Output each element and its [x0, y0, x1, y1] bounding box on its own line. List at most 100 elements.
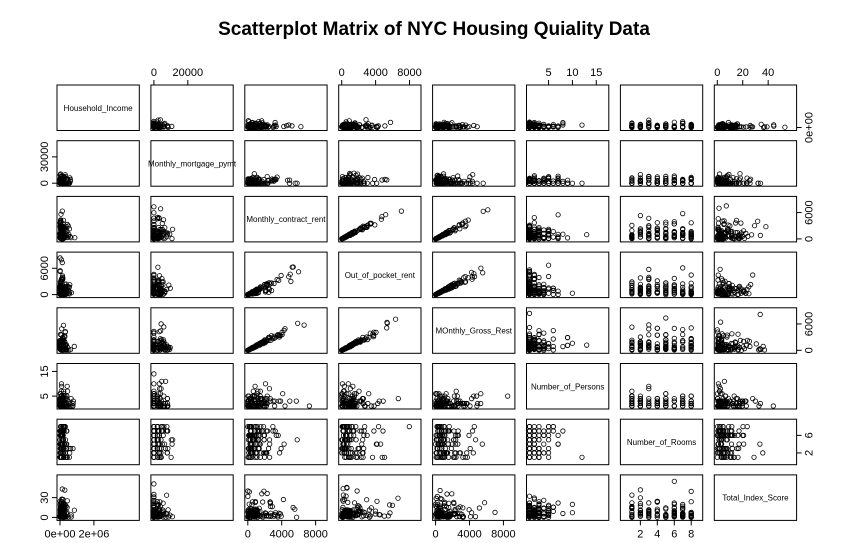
data-point [449, 284, 455, 291]
data-point [531, 291, 537, 297]
data-point [453, 388, 459, 394]
data-point [151, 450, 157, 456]
data-point [526, 310, 533, 316]
data-point [526, 234, 533, 240]
data-point [359, 124, 365, 130]
data-point [584, 232, 590, 238]
data-point [755, 180, 761, 186]
data-point [264, 123, 270, 129]
data-point [167, 285, 173, 291]
data-point [715, 289, 722, 296]
data-point [293, 398, 299, 404]
scatter-points-3-1 [57, 208, 78, 242]
data-point [629, 388, 635, 394]
data-point [663, 175, 669, 181]
data-point [560, 231, 566, 237]
data-point [526, 224, 533, 230]
data-point [719, 218, 725, 224]
data-point [151, 284, 157, 291]
data-point [270, 423, 276, 430]
data-point [680, 290, 686, 297]
data-point [160, 336, 166, 343]
data-point [526, 278, 533, 284]
data-point [151, 343, 157, 350]
scatter-points-5-7 [629, 315, 694, 353]
data-point [453, 123, 459, 129]
data-point [442, 231, 448, 237]
data-point [555, 180, 561, 186]
data-point [62, 342, 68, 348]
data-point [688, 220, 694, 226]
data-point [646, 266, 652, 272]
data-point [166, 282, 172, 288]
panel-3-5 [432, 195, 516, 243]
data-point [637, 122, 644, 128]
data-point [465, 275, 471, 281]
panel-3-3 [244, 195, 328, 243]
data-point [726, 124, 732, 130]
scatter-points-3-2 [151, 204, 176, 242]
data-point [58, 257, 65, 263]
data-point [735, 235, 741, 241]
panel-6-7 [619, 363, 704, 410]
data-point [346, 118, 352, 124]
data-point [446, 284, 452, 290]
data-point [629, 285, 635, 291]
data-point [60, 232, 67, 238]
data-point [485, 207, 491, 213]
data-point [726, 280, 732, 287]
scatter-points-1-6 [526, 119, 585, 131]
scatter-points-4-2 [151, 264, 173, 298]
data-point [721, 218, 727, 224]
data-point [169, 441, 175, 447]
variable-label: Household_Income [64, 104, 133, 113]
data-point [384, 325, 390, 331]
data-point [151, 120, 157, 126]
data-point [671, 289, 677, 295]
data-point [59, 234, 65, 240]
data-point [757, 311, 763, 317]
data-point [526, 267, 533, 273]
data-point [57, 172, 63, 178]
data-point [378, 216, 384, 222]
data-point [64, 284, 70, 291]
data-point [295, 269, 302, 275]
data-point [560, 180, 566, 186]
data-point [268, 287, 275, 294]
data-point [61, 345, 67, 351]
data-point [680, 177, 686, 183]
data-point [480, 208, 486, 214]
data-point [637, 275, 644, 281]
scatter-points-4-3 [245, 264, 302, 298]
data-point [720, 230, 726, 236]
data-point [58, 276, 65, 282]
data-point [646, 233, 652, 239]
data-point [654, 178, 660, 184]
data-point [266, 454, 273, 460]
data-point [526, 232, 533, 238]
data-point [663, 178, 669, 184]
data-point [637, 229, 644, 235]
data-point [301, 322, 307, 328]
data-point [663, 121, 669, 127]
data-point [545, 178, 552, 184]
data-point [294, 180, 300, 186]
data-point [258, 180, 264, 186]
data-point [545, 235, 552, 241]
scatter-points-3-6 [526, 212, 590, 242]
data-point [729, 180, 735, 186]
data-point [555, 291, 561, 298]
data-point [763, 224, 769, 230]
panel-4-7 [619, 251, 704, 299]
data-point [161, 231, 167, 237]
data-point [555, 288, 561, 294]
data-point [646, 177, 652, 183]
panel-2-4 [338, 140, 422, 187]
data-point [564, 342, 571, 348]
scatter-points-7-2 [151, 423, 176, 460]
data-point [654, 281, 660, 288]
data-point [680, 211, 686, 217]
data-point [345, 232, 351, 238]
data-point [663, 315, 669, 321]
data-point [637, 172, 644, 178]
